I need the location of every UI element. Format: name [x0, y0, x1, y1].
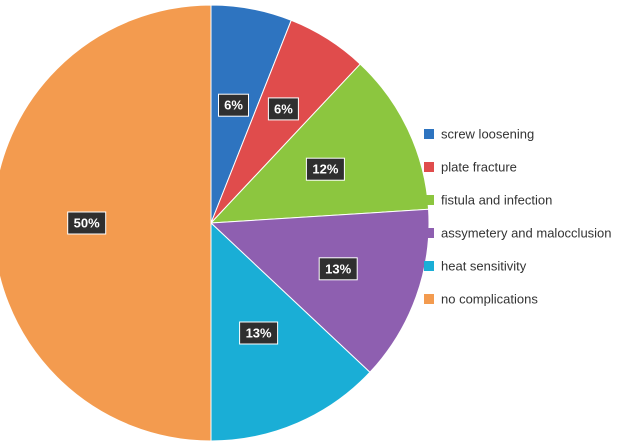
legend-swatch [424, 228, 434, 238]
data-label-box [67, 211, 107, 235]
legend-item: no complications [424, 292, 538, 307]
data-label-box [305, 157, 345, 181]
data-label-text: 6% [224, 98, 243, 113]
data-label-box [218, 93, 249, 117]
legend-item: assymetery and malocclusion [424, 226, 612, 241]
data-label: 50% [67, 211, 107, 235]
legend-item: heat sensitivity [424, 259, 527, 274]
data-label-text: 50% [74, 216, 100, 231]
data-label-text: 13% [325, 261, 351, 276]
legend-item: plate fracture [424, 160, 517, 175]
pie-slices [0, 4, 430, 442]
data-label-text: 13% [246, 326, 272, 341]
legend-label: heat sensitivity [441, 259, 527, 274]
data-labels: 6% 6% 12% 13% 13% 50% [67, 93, 358, 345]
legend-item: screw loosening [424, 127, 534, 142]
legend: screw loosening plate fracture fistula and… [424, 127, 612, 307]
data-label: 6% [218, 93, 249, 117]
data-label-box [318, 257, 358, 281]
legend-label: assymetery and malocclusion [441, 226, 612, 241]
legend-swatch [424, 294, 434, 304]
pie-slice [210, 221, 371, 442]
legend-item: fistula and infection [424, 193, 552, 208]
legend-label: no complications [441, 292, 538, 307]
data-label: 12% [305, 157, 345, 181]
legend-label: screw loosening [441, 127, 534, 142]
legend-label: fistula and infection [441, 193, 552, 208]
data-label: 6% [267, 97, 299, 121]
data-label-box [239, 321, 279, 345]
data-label: 13% [318, 257, 358, 281]
data-label-box [267, 97, 299, 121]
legend-swatch [424, 195, 434, 205]
legend-swatch [424, 261, 434, 271]
pie-slice [209, 208, 430, 373]
data-label: 13% [239, 321, 279, 345]
data-label-text: 12% [312, 162, 338, 177]
legend-swatch [424, 162, 434, 172]
legend-label: plate fracture [441, 160, 517, 175]
data-label-text: 6% [274, 101, 293, 116]
legend-swatch [424, 129, 434, 139]
